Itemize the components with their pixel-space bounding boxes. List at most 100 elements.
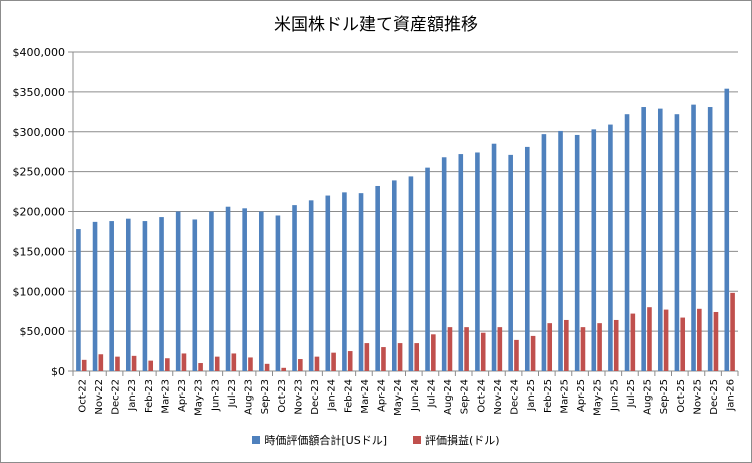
bar-unrealized-gain [165,358,170,371]
x-tick-label: Apr-25 [576,379,587,412]
x-tick-label: Nov-22 [94,379,105,415]
bar-total-value [408,176,414,371]
bar-total-value [142,221,148,371]
x-tick-label: Aug-23 [244,379,255,415]
legend-label-total-value: 時価評価額合計[USドル] [264,434,388,447]
bar-total-value [391,180,397,371]
bar-total-value [109,221,114,371]
bar-unrealized-gain [480,332,486,371]
bar-unrealized-gain [231,353,237,371]
x-tick-label: Aug-25 [643,379,654,415]
y-tick-label: $0 [51,365,65,378]
x-tick-label: Aug-24 [443,379,454,415]
bar-total-value [242,208,247,371]
bar-unrealized-gain [397,343,403,371]
x-tick-label: Dec-25 [709,379,720,415]
bar-unrealized-gain [314,356,320,371]
y-tick-label: $50,000 [20,325,66,338]
x-tick-label: Feb-25 [543,379,554,413]
bar-unrealized-gain [148,360,154,371]
bar-total-value [292,205,297,371]
legend-swatch-unrealized-gain [413,436,422,444]
bar-total-value [76,229,81,371]
bar-unrealized-gain [630,313,636,371]
x-tick-label: Mar-23 [160,379,171,414]
bar-unrealized-gain [647,307,652,371]
bar-unrealized-gain [264,363,270,371]
bar-unrealized-gain [564,319,569,371]
bar-total-value [707,107,713,371]
x-tick-label: Feb-24 [343,379,354,413]
bar-unrealized-gain [81,359,87,371]
x-tick-label: Nov-23 [293,379,304,415]
bar-unrealized-gain [530,335,536,371]
x-tick-label: Dec-22 [111,379,122,415]
bar-total-value [125,218,131,371]
legend-item-total-value: 時価評価額合計[USドル] [252,432,387,448]
x-tick-label: Nov-25 [692,379,703,415]
bar-total-value [375,185,380,371]
legend: 時価評価額合計[USドル] 評価損益(ドル) [0,432,752,448]
bar-unrealized-gain [181,353,187,371]
legend-item-unrealized-gain: 評価損益(ドル) [413,432,500,448]
y-tick-label: $150,000 [13,245,66,258]
bar-unrealized-gain [464,327,469,371]
x-tick-label: Jan-26 [726,379,737,412]
bar-total-value [308,200,314,371]
x-tick-label: Apr-24 [377,379,388,412]
x-tick-label: Oct-25 [676,379,687,413]
bar-unrealized-gain [697,308,702,371]
x-tick-label: Oct-22 [77,379,88,413]
x-tick-label: Sep-23 [260,379,271,414]
y-tick-label: $400,000 [13,46,66,59]
x-tick-label: Mar-24 [360,379,371,414]
bar-unrealized-gain [580,327,586,371]
bar-unrealized-gain [281,367,287,371]
bar-total-value [641,107,646,371]
bar-total-value [691,104,696,371]
x-tick-label: Mar-25 [559,379,570,414]
y-tick-label: $200,000 [13,206,66,219]
x-tick-label: Apr-23 [177,379,188,412]
bar-unrealized-gain [547,323,553,371]
bar-unrealized-gain [381,347,386,371]
bar-total-value [159,217,164,371]
y-tick-label: $350,000 [13,86,66,99]
bar-unrealized-gain [331,352,336,371]
bar-total-value [192,219,198,371]
bar-unrealized-gain [298,359,303,371]
bar-total-value [574,134,580,371]
bar-total-value [475,152,480,371]
bar-total-value [657,108,663,371]
bar-unrealized-gain [214,356,220,371]
bar-unrealized-gain [431,334,436,371]
bar-total-value [558,130,563,371]
legend-label-unrealized-gain: 評価損益(ドル) [425,434,500,447]
bar-unrealized-gain [198,363,203,371]
bar-total-value [342,192,347,371]
x-tick-label: Jun-24 [410,379,421,412]
bar-total-value [524,146,530,371]
bar-total-value [608,124,613,371]
bar-total-value [541,134,547,371]
x-tick-label: Jul-23 [227,379,238,408]
bar-unrealized-gain [497,327,503,371]
x-tick-label: Oct-24 [476,379,487,413]
bar-total-value [458,154,464,371]
y-tick-label: $100,000 [13,285,66,298]
x-tick-label: Jan-23 [127,379,138,412]
bar-unrealized-gain [680,317,686,371]
bar-total-value [275,215,281,371]
x-tick-label: Jun-25 [609,379,620,412]
legend-swatch-total-value [252,436,261,444]
bar-unrealized-gain [347,351,353,371]
bar-total-value [724,88,730,371]
bar-total-value [674,114,680,371]
bar-unrealized-gain [713,311,719,371]
bar-unrealized-gain [115,356,120,371]
x-tick-label: Sep-24 [460,379,471,414]
x-tick-label: Dec-23 [310,379,321,415]
x-tick-label: Jan-25 [526,379,537,412]
bar-unrealized-gain [248,357,253,371]
